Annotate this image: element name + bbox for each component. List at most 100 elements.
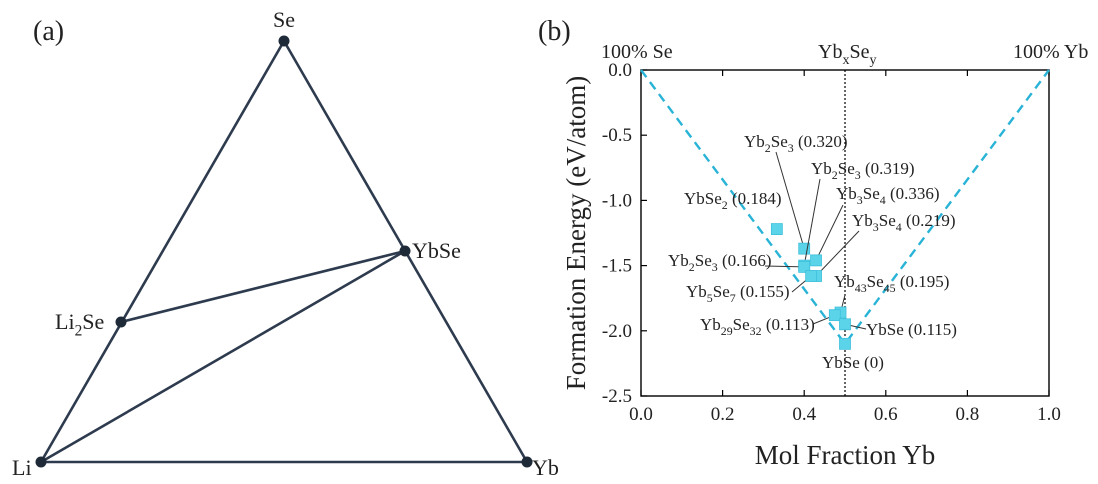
data-point [805,270,818,282]
x-tick-label: 0.2 [711,404,735,425]
label-text: (0.320) [794,132,848,151]
subscript: 2 [689,260,695,274]
label-text: (0.219) [902,211,956,230]
subscript: x [842,53,849,68]
point-label: Yb3Se4 (0.219) [852,211,956,234]
data-point [810,254,822,267]
top-label-right: 100% Yb [1013,41,1088,63]
label-text: (0.195) [896,272,950,291]
y-tick-label: -0.5 [602,125,632,146]
phase-vertex-se [278,35,290,47]
point-label: Yb2Se3 (0.319) [811,159,915,182]
vertex-label-se: Se [273,7,295,32]
label-text: YbSe [684,189,722,208]
label-text: Se [695,251,712,270]
label-text: Se [82,309,104,334]
vertex-label-ybse: YbSe [412,238,461,263]
tie-line [40,249,406,464]
x-axis-label: Mol Fraction Yb [755,440,935,470]
x-tick-label: 0.8 [956,404,980,425]
subscript: 2 [832,168,838,182]
data-point [839,318,851,331]
panel-label-a: (a) [33,16,64,47]
subscript: 3 [712,260,718,274]
subscript: 5 [707,291,713,305]
label-text: (0.166) [718,251,772,270]
label-text: Se [713,282,730,301]
point-label: Yb2Se3 (0.166) [668,251,772,274]
label-text: Yb [668,251,689,270]
subscript: 4 [896,220,902,234]
subscript: 4 [880,193,886,207]
label-text: Yb [818,41,842,63]
subscript: y [869,53,876,68]
point-label: Yb43Se45 (0.195) [834,272,949,295]
label-text: Yb [836,184,857,203]
leader-line [764,265,805,268]
subscript: 2 [765,141,771,155]
point-label: Yb3Se4 (0.336) [836,184,940,207]
x-tick-label: 1.0 [1037,404,1061,425]
point-label: Yb29Se32 (0.113) [700,315,815,338]
subscript: 7 [730,291,736,305]
subscript: 3 [857,193,863,207]
phase-vertex-ybse [399,245,411,257]
vertex-label-yb: Yb [532,455,559,480]
subscript: 32 [750,324,762,338]
subscript: 29 [721,324,733,338]
panel-label-b: (b) [538,16,571,47]
label-text: (0.319) [861,159,915,178]
point-label: Yb2Se3 (0.320) [744,132,848,155]
label-text: Se [867,272,884,291]
leader-line [815,230,860,277]
point-label: YbSe (0.115) [866,320,957,339]
subscript: 3 [788,141,794,155]
x-tick-label: 0.6 [874,404,898,425]
y-tick-label: -1.0 [602,190,632,211]
label-text: (0.155) [736,282,790,301]
label-text: Yb [811,159,832,178]
data-point [828,309,841,322]
label-text: YbSe (0.115) [866,320,957,339]
subscript: 3 [873,220,879,234]
label-text: (0.113) [762,315,815,334]
data-point [798,261,811,273]
label-text: Yb [744,132,765,151]
x-tick-label: 0.4 [792,404,816,425]
point-label: Yb5Se7 (0.155) [686,282,790,305]
subscript: 3 [855,168,861,182]
label-text: YbSe (0) [822,353,884,372]
y-tick-label: -2.5 [602,386,632,407]
point-label: YbSe2 (0.184) [684,189,782,212]
label-text: Yb [700,315,721,334]
label-text: Se [838,159,855,178]
subscript: 43 [855,281,867,295]
label-text: Se [863,184,880,203]
top-label-left: 100% Se [601,41,673,63]
y-axis-label: Formation Energy (eV/atom) [561,76,591,390]
label-text: Yb [686,282,707,301]
y-tick-label: -1.5 [602,256,632,277]
subscript: 2 [75,323,83,340]
label-text: Se [879,211,896,230]
top-label-middle: YbxSey [818,41,876,68]
tie-line [120,249,406,324]
vertex-label-li2se: Li2Se [55,309,104,340]
data-point [839,337,851,350]
subscript: 2 [722,198,728,212]
leader-line [815,204,844,261]
x-tick-label: 0.0 [629,404,653,425]
point-label: YbSe (0) [822,353,884,372]
phase-vertex-li [35,456,47,468]
label-text: Se [771,132,788,151]
data-point [798,242,811,255]
formation-energy-plot: (b) 0.0 0.2 0.4 0.6 0.8 1.0 0.0 -0.5 -1.0 -1.5 -2.0… [538,16,1088,470]
label-text: Li [55,309,75,334]
label-text: (0.184) [728,189,782,208]
subscript: 45 [884,281,896,295]
label-text: Se [733,315,750,334]
leader-line [803,178,821,266]
y-tick-label: -2.0 [602,321,632,342]
data-point [770,223,783,235]
